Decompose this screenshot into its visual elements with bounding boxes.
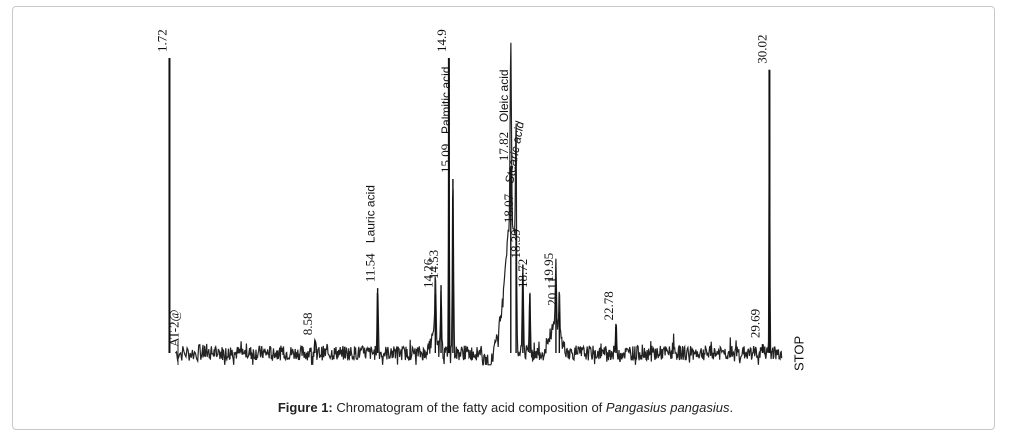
peak-label-14: 29.69: [747, 309, 762, 338]
peak-label-8: 18.07: [501, 193, 516, 223]
caption-suffix: .: [729, 400, 734, 415]
peak-label-10: 18.72: [515, 259, 530, 288]
peak-label-0: 1.72: [154, 29, 169, 52]
peak-label-15: 30.02: [754, 35, 769, 64]
peak-label-11: 19.95: [541, 253, 556, 282]
caption-species: Pangasius pangasius: [605, 400, 730, 415]
peak-label-4: 14.53: [426, 250, 441, 279]
peak-label-5: 14.9: [434, 29, 449, 52]
peak-label-12: 20.11: [544, 277, 559, 306]
stop-annotation: STOP: [791, 336, 806, 371]
peak-label-3: 14.26: [420, 258, 435, 288]
peak-label-7: 17.82: [496, 132, 511, 161]
peak-label-2: 11.54: [363, 253, 378, 282]
peak-label-6: 15.09: [438, 144, 453, 173]
chromatogram-trace: [174, 42, 783, 366]
caption-prefix: Figure 1:: [277, 400, 333, 415]
compound-label-6: Palmitic acid: [439, 67, 453, 134]
peak-label-9: 18.39: [508, 229, 523, 258]
figure-caption: Figure 1: Chromatogram of the fatty acid…: [0, 400, 1011, 415]
peak-label-13: 22.78: [601, 291, 616, 320]
sample-annotation: AT-2@: [167, 309, 182, 347]
trace-layer: [168, 42, 783, 366]
compound-label-7: Oleic acid: [497, 69, 511, 122]
figure-frame: [12, 6, 995, 430]
compound-label-2: Lauric acid: [364, 185, 378, 243]
peak-label-1: 8.58: [300, 312, 315, 335]
caption-text: Chromatogram of the fatty acid compositi…: [332, 400, 606, 415]
